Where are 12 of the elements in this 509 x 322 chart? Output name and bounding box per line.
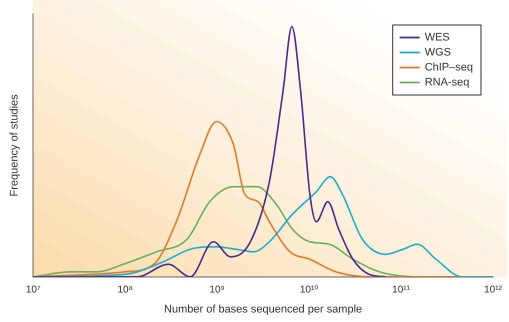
legend-label: WES: [424, 32, 450, 44]
y-axis-title: Frequency of studies: [8, 94, 21, 196]
x-tick-label: 10¹²: [484, 284, 503, 296]
x-tick-label: 10¹⁰: [300, 284, 318, 296]
x-tick-label: 10⁷: [26, 284, 41, 296]
x-tick-label: 10⁹: [209, 284, 225, 296]
legend-label: RNA-seq: [424, 76, 470, 89]
x-tick-label: 10⁸: [117, 284, 133, 296]
legend-label: ChIP–seq: [424, 62, 474, 74]
x-axis-title: Number of bases sequenced per sample: [164, 303, 362, 316]
x-tick-label: 10¹¹: [392, 284, 411, 296]
legend-label: WGS: [424, 46, 451, 59]
